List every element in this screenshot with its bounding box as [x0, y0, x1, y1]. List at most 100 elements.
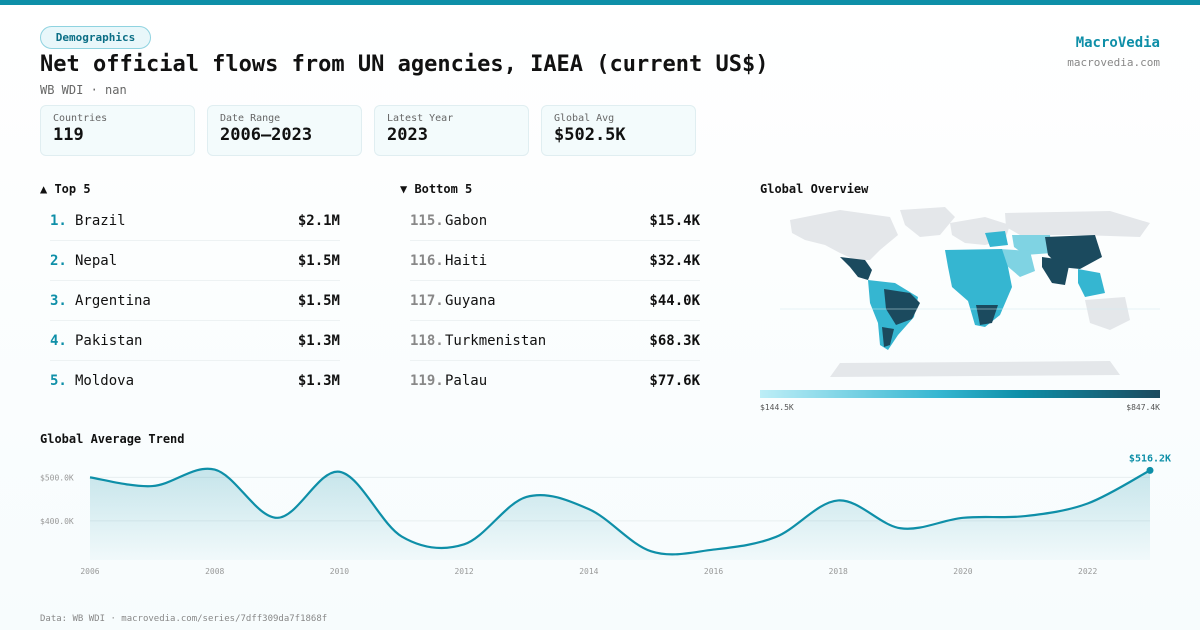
top5-list: 1. Brazil $2.1M 2. Nepal $1.5M 3. Argentina $1… [50, 201, 340, 401]
eastern-europe-region [985, 231, 1008, 247]
stat-card-latest-year: Latest Year 2023 [374, 105, 529, 156]
rank-number: 119. [410, 373, 444, 389]
x-tick-label: 2020 [953, 567, 972, 576]
top-accent-bar [0, 0, 1200, 5]
x-tick-label: 2014 [579, 567, 598, 576]
world-choropleth-map[interactable] [780, 205, 1160, 380]
rank-number: 117. [410, 292, 444, 309]
footer-source: Data: WB WDI · macrovedia.com/series/7df… [40, 614, 328, 624]
brand-name[interactable]: MacroVedia [1075, 35, 1160, 51]
country-name: Nepal [75, 252, 118, 269]
middle-east-region [1000, 249, 1035, 277]
page-title: Net official flows from UN agencies, IAE… [40, 52, 769, 77]
stat-label: Date Range [220, 113, 281, 124]
rank-number: 1. [50, 212, 67, 229]
country-value: $1.5M [297, 252, 340, 269]
rank-number: 5. [50, 373, 67, 389]
antarctica-region [830, 361, 1120, 377]
rank-number: 2. [50, 252, 67, 269]
southeast-asia-region [1078, 269, 1105, 297]
country-name: Palau [445, 373, 488, 389]
stat-label: Countries [53, 113, 108, 124]
north-africa-region [945, 249, 1008, 271]
rank-number: 116. [410, 252, 444, 269]
rank-number: 118. [410, 332, 444, 349]
page-subtitle: WB WDI · nan [40, 83, 127, 97]
list-item[interactable]: 117. Guyana $44.0K [410, 281, 700, 321]
country-name: Moldova [75, 373, 135, 389]
rank-number: 3. [50, 292, 67, 309]
trend-marks: $516.2K [1129, 453, 1171, 474]
australia-region [1085, 297, 1130, 330]
trend-line [89, 467, 1151, 556]
list-item[interactable]: 115. Gabon $15.4K [410, 201, 700, 241]
last-value-point[interactable] [1146, 466, 1154, 474]
country-name: Argentina [75, 292, 151, 309]
country-value: $77.6K [649, 373, 700, 389]
category-badge[interactable]: Demographics [40, 26, 151, 49]
country-value: $68.3K [649, 332, 700, 349]
x-tick-label: 2010 [330, 567, 349, 576]
stat-card-global-avg: Global Avg $502.5K [541, 105, 696, 156]
list-item[interactable]: 116. Haiti $32.4K [410, 241, 700, 281]
list-item[interactable]: 4. Pakistan $1.3M [50, 321, 340, 361]
trend-heading: Global Average Trend [40, 432, 185, 446]
brand-url[interactable]: macrovedia.com [1067, 56, 1160, 69]
trend-area [90, 468, 1150, 560]
list-item[interactable]: 2. Nepal $1.5M [50, 241, 340, 281]
country-value: $2.1M [297, 212, 340, 229]
last-value-label: $516.2K [1129, 453, 1171, 464]
country-name: Gabon [445, 212, 488, 229]
central-asia-region [1012, 235, 1052, 255]
country-name: Turkmenistan [445, 332, 547, 349]
stat-label: Global Avg [554, 113, 615, 124]
x-tick-label: 2022 [1078, 567, 1097, 576]
map-legend-gradient [760, 390, 1160, 398]
map-legend-min: $144.5K [760, 403, 794, 412]
list-item[interactable]: 118. Turkmenistan $68.3K [410, 321, 700, 361]
x-tick-label: 2006 [80, 567, 99, 576]
list-item[interactable]: 3. Argentina $1.5M [50, 281, 340, 321]
list-item[interactable]: 119. Palau $77.6K [410, 361, 700, 401]
africa-region [948, 267, 1012, 327]
top5-heading: ▲ Top 5 [40, 182, 91, 196]
central-america-region [840, 257, 872, 280]
south-asia-region [1042, 257, 1070, 285]
country-name: Haiti [445, 252, 488, 269]
southern-africa-region [976, 305, 998, 325]
country-value: $1.5M [297, 292, 340, 309]
country-value: $32.4K [649, 252, 700, 269]
y-tick-label: $500.0K [40, 473, 74, 482]
rank-number: 115. [410, 212, 444, 229]
x-tick-label: 2008 [205, 567, 224, 576]
brazil-region [884, 289, 920, 325]
country-name: Guyana [445, 292, 496, 309]
map-legend-max: $847.4K [1126, 403, 1160, 412]
country-value: $1.3M [297, 332, 340, 349]
x-tick-label: 2012 [454, 567, 473, 576]
x-tick-label: 2016 [704, 567, 723, 576]
stat-card-date-range: Date Range 2006–2023 [207, 105, 362, 156]
stat-value: 119 [53, 125, 84, 145]
bottom5-list: 115. Gabon $15.4K 116. Haiti $32.4K 117. Guya… [410, 201, 700, 401]
stat-value: $502.5K [554, 125, 626, 145]
bottom5-heading: ▼ Bottom 5 [400, 182, 473, 196]
stat-label: Latest Year [387, 113, 454, 124]
country-name: Pakistan [75, 332, 143, 349]
stat-value: 2023 [387, 125, 428, 145]
stat-card-countries: Countries 119 [40, 105, 195, 156]
country-value: $44.0K [649, 292, 700, 309]
map-heading: Global Overview [760, 182, 869, 196]
country-value: $15.4K [649, 212, 700, 229]
list-item[interactable]: 5. Moldova $1.3M [50, 361, 340, 401]
country-value: $1.3M [297, 373, 340, 389]
list-item[interactable]: 1. Brazil $2.1M [50, 201, 340, 241]
world-map-svg [780, 207, 1160, 377]
x-tick-label: 2018 [829, 567, 848, 576]
stat-value: 2006–2023 [220, 125, 313, 145]
trend-chart[interactable]: $400.0K $500.0K 2006 2008 2010 2012 2014 2016 20… [40, 450, 1180, 585]
argentina-region [882, 327, 894, 347]
country-name: Brazil [75, 212, 126, 229]
russia-region [1005, 211, 1150, 237]
rank-number: 4. [50, 332, 67, 349]
